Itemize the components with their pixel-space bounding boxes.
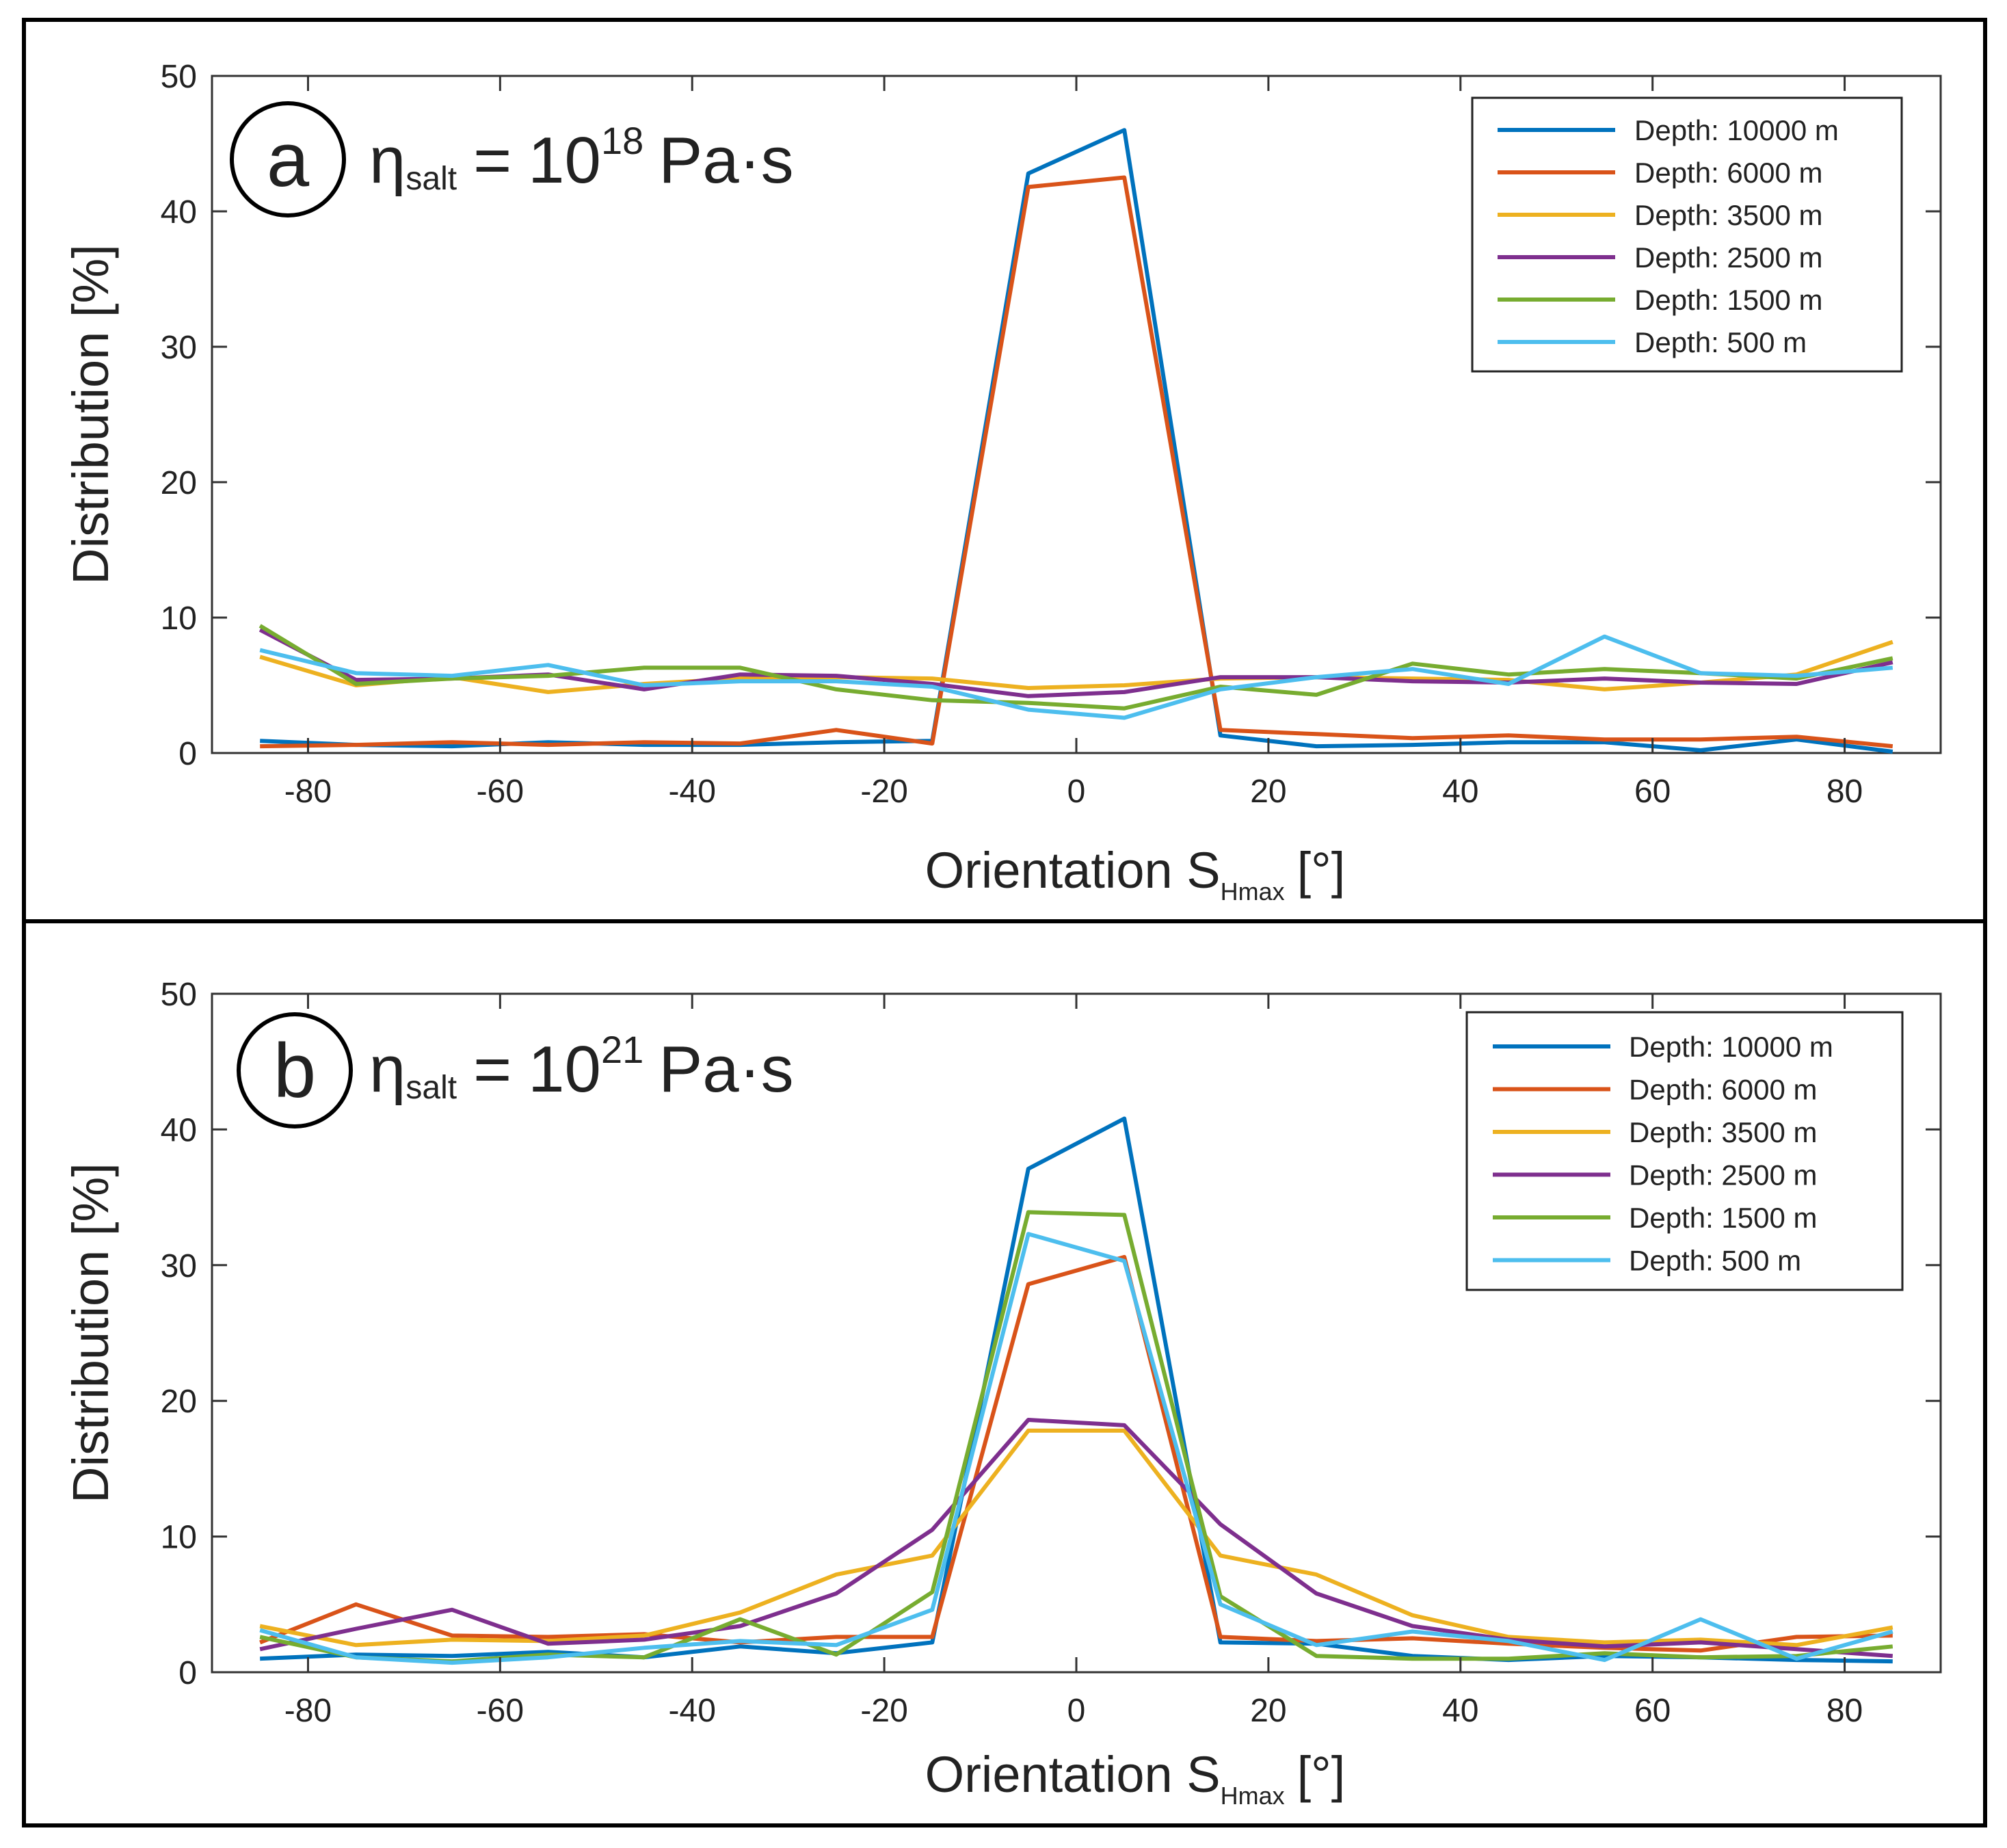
x-tick-label: -60 — [477, 774, 524, 810]
eta-annotation-a: ηsalt = 1018 Pa·s — [369, 119, 794, 197]
y-tick-label: 30 — [161, 1248, 197, 1284]
x-tick-label: 60 — [1634, 774, 1671, 810]
x-tick-label: -20 — [860, 1693, 907, 1729]
legend-label-4: Depth: 2500 m — [1634, 241, 1823, 274]
series-line-5 — [258, 624, 1893, 711]
y-ticks-a: 0 10 20 30 40 50 — [161, 59, 1941, 772]
y-tick-label: 50 — [161, 977, 197, 1013]
eta-symbol-b: η — [369, 1033, 406, 1106]
series-line-2 — [260, 175, 1893, 749]
y-tick-label: 0 — [178, 736, 197, 772]
legend-label-2: Depth: 6000 m — [1629, 1074, 1818, 1106]
x-tick-label: 40 — [1442, 1693, 1478, 1729]
eta-base-a: 10 — [528, 124, 601, 197]
panel-label-circle-a — [230, 101, 346, 217]
x-ticks-a: -80 -60 -40 -20 0 20 40 60 80 — [284, 76, 1863, 810]
legend-label-3: Depth: 3500 m — [1634, 199, 1823, 231]
series-line-3 — [259, 1428, 1893, 1648]
panel-b: -80 -60 -40 -20 0 20 40 60 80 0 10 20 30 40 50 b ηsal… — [62, 977, 1942, 1810]
panel-label-b: b — [237, 1012, 353, 1128]
y-tick-label: 0 — [178, 1655, 197, 1691]
eta-equals-b: = — [473, 1033, 511, 1106]
series-line-1 — [260, 1116, 1893, 1664]
legend-label-5: Depth: 1500 m — [1634, 284, 1823, 316]
legend-label-1: Depth: 10000 m — [1634, 114, 1839, 146]
series-line-3 — [259, 639, 1893, 694]
eta-equals-a: = — [473, 124, 511, 197]
x-axis-title-sub-b: Hmax — [1221, 1782, 1285, 1810]
eta-unit-a: Pa·s — [659, 124, 793, 197]
x-tick-label: -80 — [284, 774, 332, 810]
x-axis-title-b: Orientation SHmax [°] — [925, 1746, 1346, 1810]
series-line-6 — [259, 1232, 1893, 1665]
x-tick-label: -20 — [860, 774, 907, 810]
panel-a: -80 -60 -40 -20 0 20 40 60 80 0 10 20 30 40 50 a ηsal… — [62, 59, 1942, 906]
x-tick-label: -80 — [284, 1693, 332, 1729]
legend-label-5: Depth: 1500 m — [1629, 1202, 1818, 1234]
x-tick-label: 20 — [1250, 1693, 1286, 1729]
legend-label-3: Depth: 3500 m — [1629, 1116, 1818, 1148]
panel-letter-a: a — [267, 117, 310, 202]
series-group-b — [259, 1116, 1893, 1665]
panel-letter-b: b — [274, 1028, 316, 1113]
y-tick-label: 40 — [161, 194, 197, 230]
plot-area-a: -80 -60 -40 -20 0 20 40 60 80 0 10 20 30 40 50 — [161, 59, 1942, 810]
x-tick-label: -60 — [477, 1693, 524, 1729]
x-axis-title-unit-a: [°] — [1297, 842, 1346, 899]
x-tick-label: 60 — [1634, 1693, 1671, 1729]
x-tick-label: -40 — [669, 1693, 716, 1729]
legend-a: Depth: 10000 m Depth: 6000 m Depth: 3500 m… — [1471, 96, 1903, 373]
x-axis-title-sub-a: Hmax — [1221, 877, 1285, 906]
eta-exponent-b: 21 — [601, 1028, 643, 1071]
x-axis-title-a: Orientation SHmax [°] — [925, 842, 1346, 906]
series-line-4 — [259, 1418, 1893, 1659]
x-tick-label: 80 — [1826, 1693, 1863, 1729]
y-tick-label: 40 — [161, 1112, 197, 1148]
series-line-2 — [259, 1254, 1893, 1653]
y-ticks-b: 0 10 20 30 40 50 — [161, 977, 1941, 1691]
y-tick-label: 10 — [161, 1520, 197, 1556]
eta-annotation-b: ηsalt = 1021 Pa·s — [369, 1028, 794, 1106]
panel-label-circle-b — [237, 1012, 353, 1128]
eta-unit-b: Pa·s — [659, 1033, 793, 1106]
legend-box-b — [1465, 1011, 1904, 1291]
eta-subscript-a: salt — [406, 161, 457, 197]
x-tick-label: 40 — [1442, 774, 1478, 810]
x-axis-title-main-b: Orientation S — [925, 1746, 1221, 1803]
legend-box-a — [1471, 96, 1903, 373]
legend-label-6: Depth: 500 m — [1634, 326, 1807, 358]
y-axis-title-b: Distribution [%] — [62, 1163, 119, 1503]
eta-subscript-b: salt — [406, 1070, 457, 1106]
panel-label-a: a — [230, 101, 346, 217]
y-tick-label: 50 — [161, 59, 197, 95]
x-tick-label: 0 — [1067, 774, 1086, 810]
legend-label-4: Depth: 2500 m — [1629, 1159, 1818, 1191]
plot-area-b: -80 -60 -40 -20 0 20 40 60 80 0 10 20 30 40 50 — [161, 977, 1942, 1729]
y-tick-label: 10 — [161, 600, 197, 637]
x-axis-title-unit-b: [°] — [1297, 1746, 1346, 1803]
x-tick-label: 0 — [1067, 1693, 1086, 1729]
series-line-6 — [259, 634, 1893, 720]
eta-symbol-a: η — [369, 124, 406, 197]
y-tick-label: 20 — [161, 1384, 197, 1420]
eta-exponent-a: 18 — [601, 119, 643, 162]
y-tick-label: 30 — [161, 330, 197, 366]
eta-base-b: 10 — [528, 1033, 601, 1106]
series-group-a — [258, 128, 1893, 754]
legend-label-2: Depth: 6000 m — [1634, 157, 1823, 189]
x-axis-title-main-a: Orientation S — [925, 842, 1221, 899]
y-axis-title-a: Distribution [%] — [62, 244, 119, 585]
x-tick-label: 20 — [1250, 774, 1286, 810]
x-tick-label: 80 — [1826, 774, 1863, 810]
x-tick-label: -40 — [669, 774, 716, 810]
y-tick-label: 20 — [161, 465, 197, 501]
x-ticks-b: -80 -60 -40 -20 0 20 40 60 80 — [284, 994, 1863, 1729]
legend-label-6: Depth: 500 m — [1629, 1245, 1801, 1277]
legend-b: Depth: 10000 m Depth: 6000 m Depth: 3500 m… — [1465, 1011, 1904, 1291]
legend-label-1: Depth: 10000 m — [1629, 1031, 1833, 1063]
